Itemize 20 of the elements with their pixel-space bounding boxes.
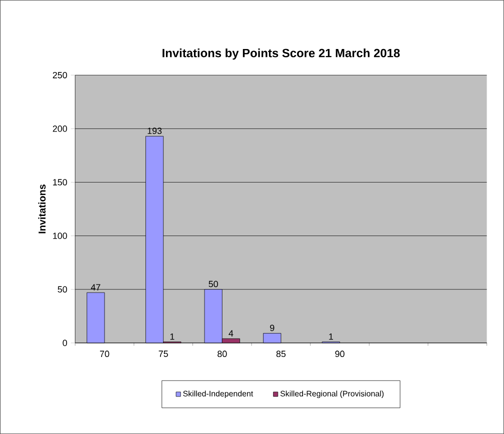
y-axis-title: Invitations	[38, 184, 46, 234]
x-tick-label: 75	[158, 350, 168, 357]
x-tick-label: 85	[276, 350, 286, 358]
data-label: 193	[148, 128, 162, 134]
y-tick-label: 150	[53, 179, 68, 186]
data-label: 47	[90, 284, 100, 290]
x-tick-label: 90	[335, 350, 344, 358]
data-label: 50	[208, 280, 218, 288]
x-tick-label: 70	[100, 350, 110, 358]
data-label: 4	[228, 330, 234, 336]
y-tick-label: 250	[52, 72, 68, 78]
y-tick-label: 100	[53, 232, 68, 239]
data-label: 9	[270, 324, 274, 332]
y-tick-label: 0	[62, 340, 68, 346]
y-tick-label: 50	[58, 286, 68, 293]
data-label: 1	[170, 333, 174, 340]
data-label: 1	[329, 333, 334, 340]
y-tick-label: 200	[52, 126, 68, 132]
x-tick-label: 80	[218, 350, 227, 358]
chart-title: Invitations by Points Score 21 March 2018	[162, 48, 400, 60]
